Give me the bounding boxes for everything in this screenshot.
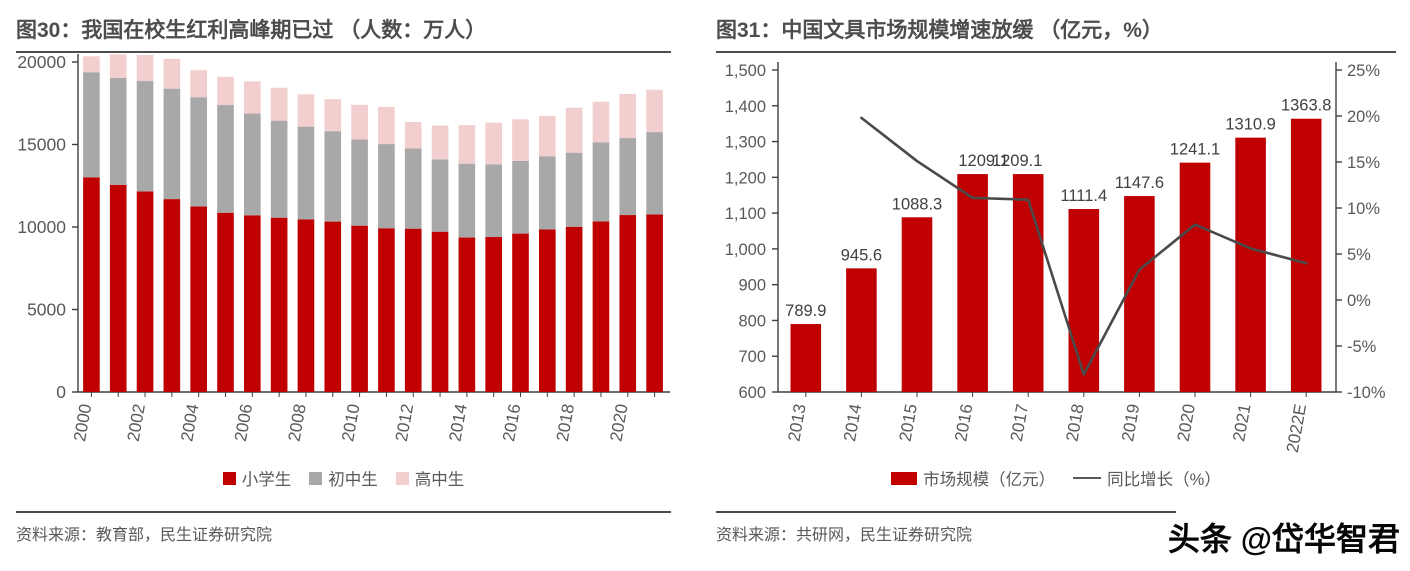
svg-text:1,200: 1,200	[725, 169, 766, 187]
svg-text:2014: 2014	[840, 402, 865, 443]
svg-text:15%: 15%	[1347, 154, 1380, 172]
svg-text:2017: 2017	[1007, 402, 1032, 443]
svg-text:1,500: 1,500	[725, 62, 766, 80]
svg-text:10000: 10000	[17, 217, 66, 237]
svg-text:1111.4: 1111.4	[1060, 187, 1107, 205]
svg-text:1241.1: 1241.1	[1170, 141, 1220, 159]
svg-text:2012: 2012	[392, 402, 417, 443]
svg-text:1,100: 1,100	[725, 205, 766, 223]
svg-text:2019: 2019	[1118, 402, 1143, 443]
svg-text:5%: 5%	[1347, 246, 1371, 264]
svg-text:1,400: 1,400	[725, 98, 766, 116]
svg-text:945.6: 945.6	[841, 246, 882, 264]
svg-text:25%: 25%	[1347, 62, 1380, 80]
svg-text:2018: 2018	[553, 402, 578, 443]
svg-text:2022E: 2022E	[1283, 402, 1310, 454]
svg-text:1,300: 1,300	[725, 134, 766, 152]
svg-text:2016: 2016	[951, 402, 976, 443]
svg-text:20000: 20000	[17, 52, 66, 72]
svg-text:20%: 20%	[1347, 108, 1380, 126]
svg-text:1147.6: 1147.6	[1115, 174, 1164, 192]
svg-text:789.9: 789.9	[785, 302, 826, 320]
svg-text:700: 700	[738, 348, 766, 366]
svg-text:2006: 2006	[231, 402, 256, 443]
svg-text:1310.9: 1310.9	[1225, 116, 1275, 134]
svg-text:-5%: -5%	[1347, 338, 1377, 356]
svg-text:1363.8: 1363.8	[1281, 97, 1331, 115]
svg-text:2015: 2015	[896, 402, 921, 443]
svg-text:900: 900	[738, 277, 766, 295]
svg-text:5000: 5000	[27, 300, 66, 320]
svg-text:2004: 2004	[177, 402, 202, 443]
svg-text:2016: 2016	[499, 402, 524, 443]
svg-text:2008: 2008	[285, 402, 310, 443]
svg-text:15000: 15000	[17, 135, 66, 155]
svg-text:2021: 2021	[1229, 402, 1254, 443]
svg-text:2018: 2018	[1062, 402, 1087, 443]
svg-text:2000: 2000	[70, 402, 95, 443]
svg-text:1209.1: 1209.1	[992, 152, 1042, 170]
svg-text:600: 600	[738, 384, 766, 402]
svg-text:2020: 2020	[1174, 402, 1199, 443]
svg-text:10%: 10%	[1347, 200, 1380, 218]
svg-text:-10%: -10%	[1347, 384, 1386, 402]
svg-text:2014: 2014	[446, 402, 471, 443]
svg-text:2002: 2002	[124, 402, 149, 443]
svg-text:1088.3: 1088.3	[892, 195, 942, 213]
svg-text:1,000: 1,000	[725, 241, 766, 259]
svg-text:0: 0	[56, 382, 66, 402]
svg-text:800: 800	[738, 312, 766, 330]
svg-text:2010: 2010	[338, 402, 363, 443]
svg-text:2013: 2013	[784, 402, 809, 443]
svg-text:0%: 0%	[1347, 292, 1371, 310]
svg-text:2020: 2020	[606, 402, 631, 443]
